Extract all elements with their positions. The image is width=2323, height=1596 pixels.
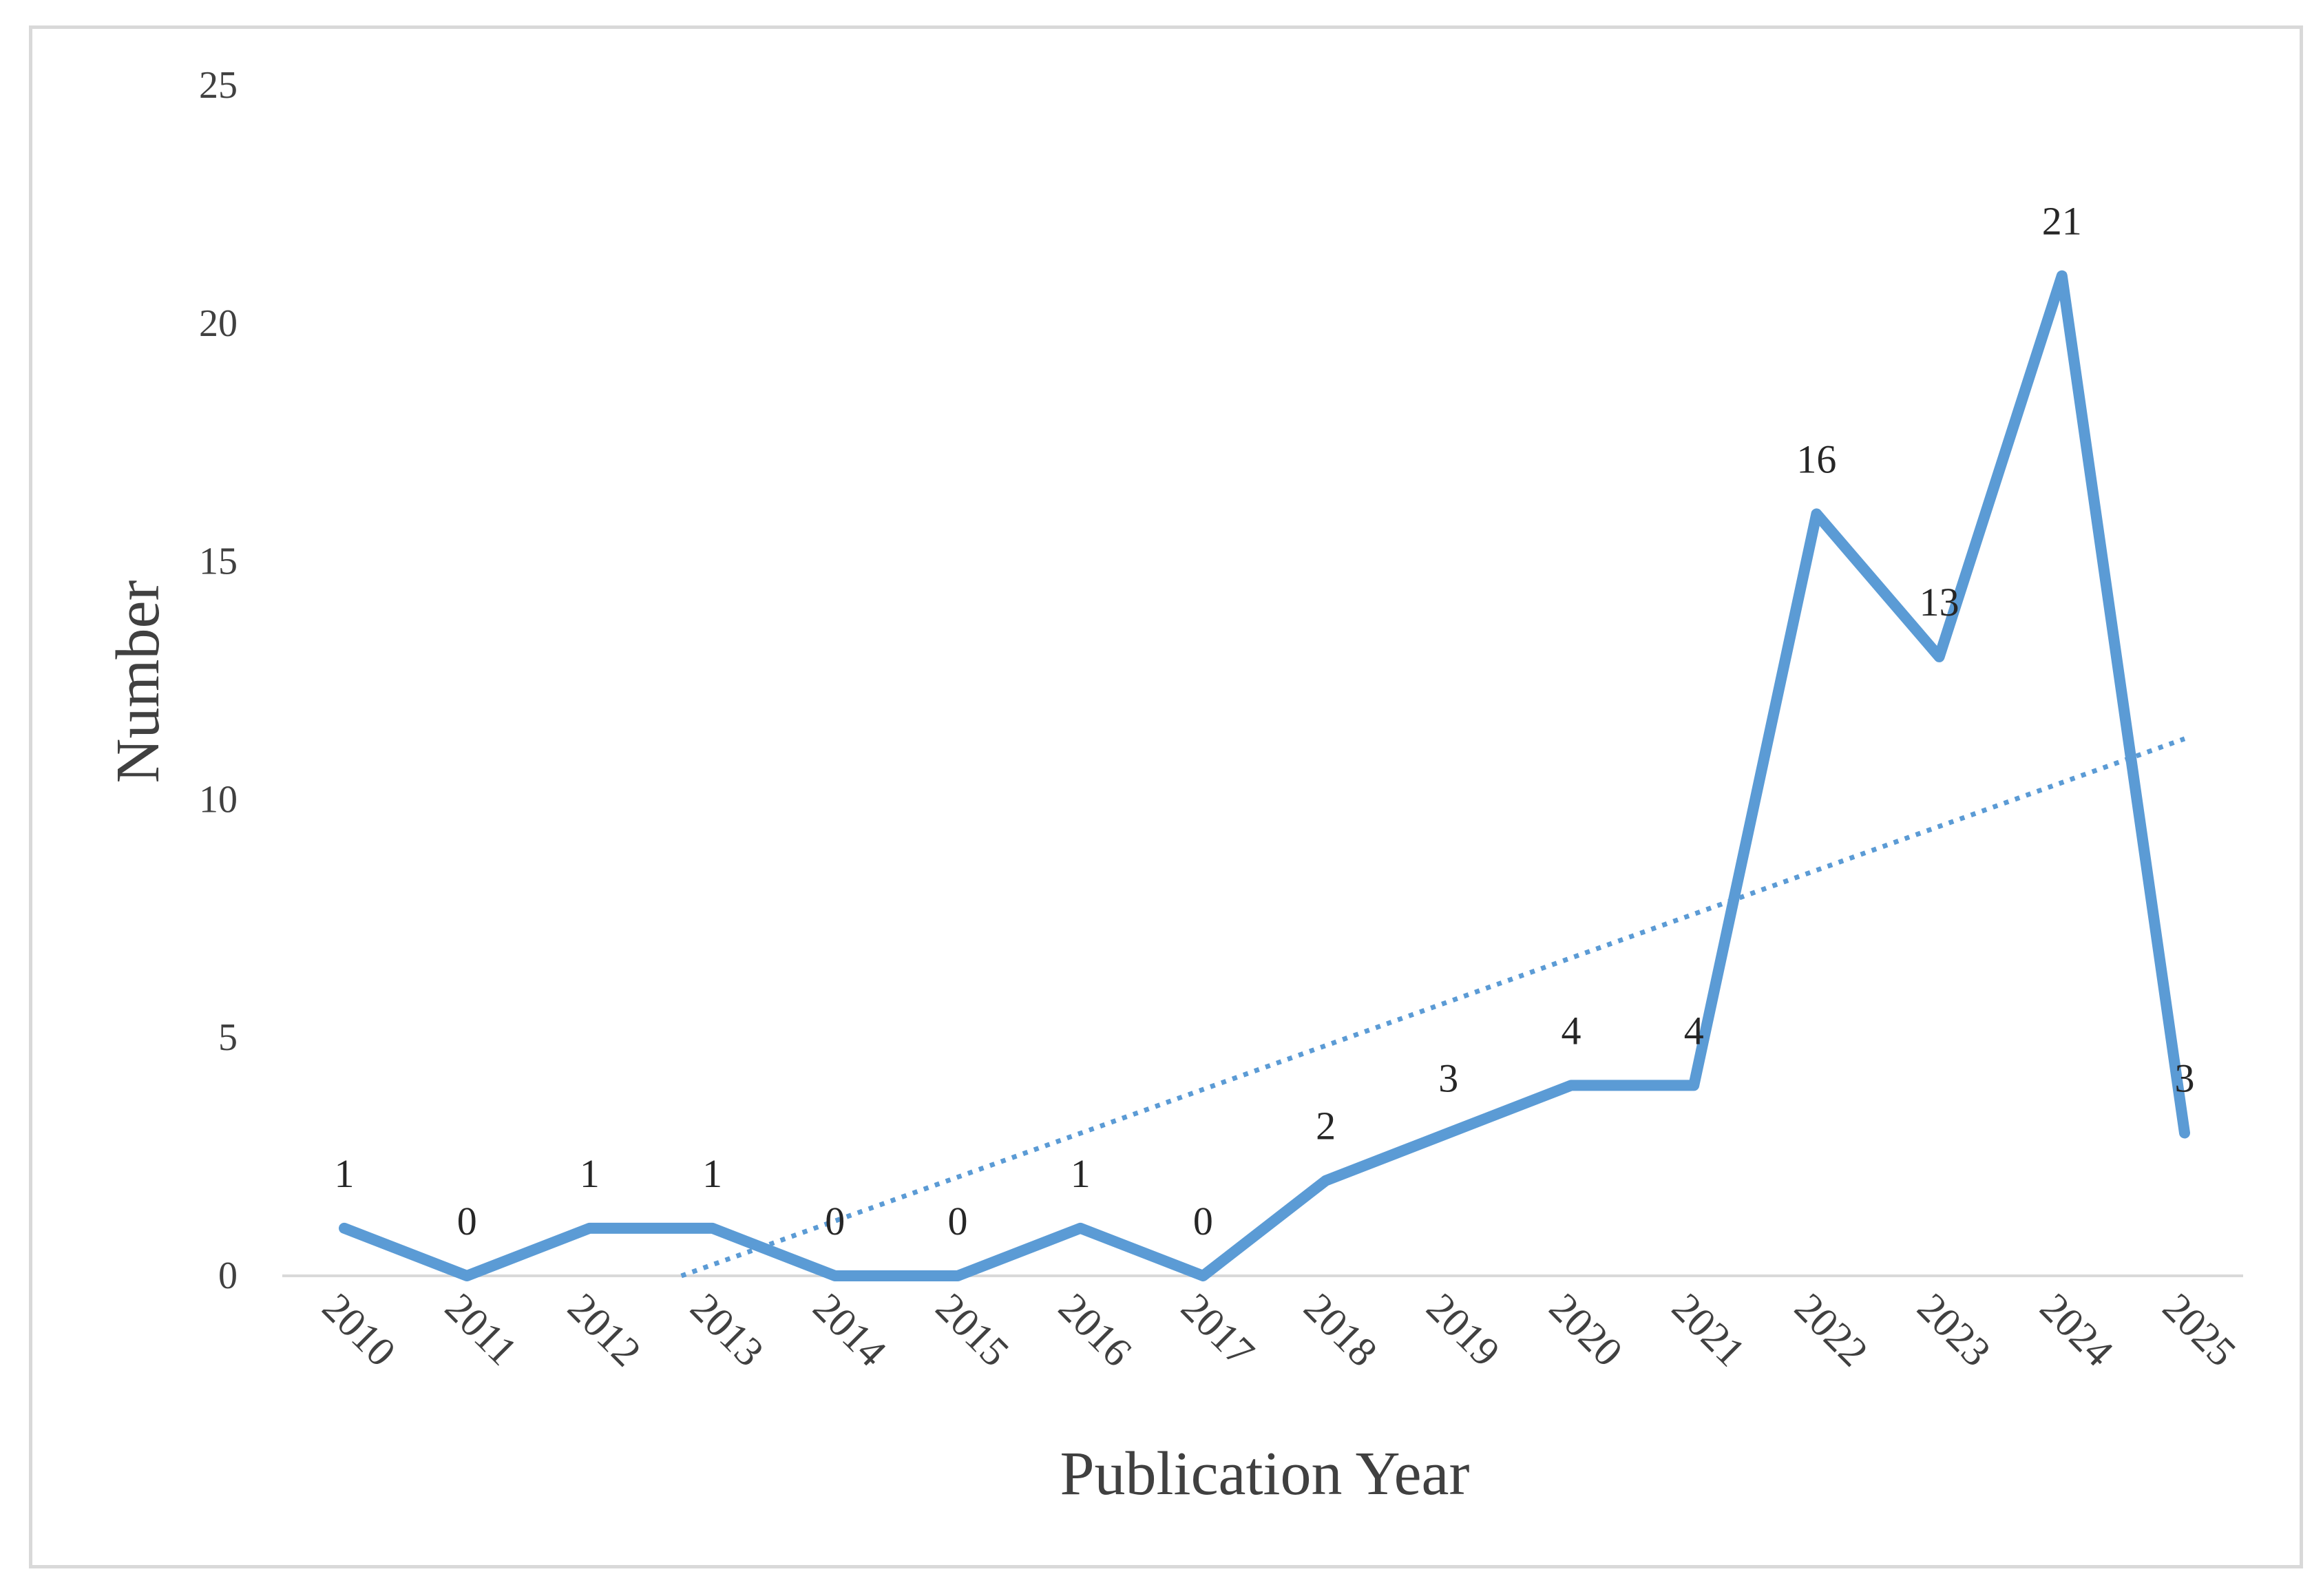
data-point bbox=[711, 1226, 714, 1230]
data-label: 4 bbox=[1562, 1008, 1581, 1053]
x-tick-label: 2019 bbox=[1418, 1285, 1509, 1376]
x-tick-label: 2020 bbox=[1541, 1285, 1632, 1376]
data-point bbox=[1815, 512, 1818, 516]
y-tick-label: 15 bbox=[199, 540, 238, 583]
y-axis-ticks: 0 5 10 15 20 25 bbox=[199, 64, 238, 1297]
data-label: 16 bbox=[1796, 437, 1836, 481]
x-tick-label: 2013 bbox=[682, 1285, 772, 1376]
x-tick-label: 2017 bbox=[1173, 1285, 1263, 1376]
x-tick-label: 2016 bbox=[1050, 1285, 1141, 1376]
x-tick-label: 2018 bbox=[1295, 1285, 1386, 1376]
trendline bbox=[680, 736, 2186, 1279]
data-point bbox=[833, 1274, 837, 1277]
data-point bbox=[956, 1274, 959, 1277]
data-label: 0 bbox=[1193, 1199, 1213, 1243]
data-labels-group: 1 0 1 1 0 0 1 0 2 3 4 4 16 13 21 3 bbox=[335, 199, 2195, 1243]
x-tick-label: 2011 bbox=[437, 1285, 526, 1374]
x-tick-label: 2022 bbox=[1786, 1285, 1877, 1376]
x-tick-label: 2010 bbox=[314, 1285, 405, 1376]
data-label: 0 bbox=[825, 1199, 845, 1243]
y-tick-label: 5 bbox=[218, 1016, 238, 1059]
data-label: 1 bbox=[1071, 1151, 1091, 1196]
data-point bbox=[1079, 1226, 1082, 1230]
chart-frame bbox=[29, 25, 2303, 1568]
data-point bbox=[2183, 1131, 2186, 1135]
data-point bbox=[1447, 1131, 1450, 1135]
data-label: 2 bbox=[1316, 1104, 1336, 1148]
x-axis-title: Publication Year bbox=[1060, 1440, 1470, 1508]
data-point bbox=[1570, 1084, 1573, 1087]
y-tick-label: 25 bbox=[199, 64, 238, 107]
x-tick-label: 2023 bbox=[1909, 1285, 1999, 1376]
data-point bbox=[588, 1226, 591, 1230]
y-axis-title: Number bbox=[104, 580, 172, 784]
x-tick-label: 2025 bbox=[2154, 1285, 2245, 1376]
series-line bbox=[339, 270, 2190, 1281]
data-point bbox=[2060, 274, 2063, 277]
data-label: 1 bbox=[335, 1151, 355, 1196]
data-point bbox=[343, 1226, 346, 1230]
x-tick-label: 2014 bbox=[805, 1285, 896, 1376]
data-label: 4 bbox=[1684, 1008, 1704, 1053]
series-group bbox=[339, 270, 2190, 1281]
x-tick-label: 2024 bbox=[2032, 1285, 2123, 1376]
data-point bbox=[1201, 1274, 1205, 1277]
data-label: 1 bbox=[702, 1151, 722, 1196]
x-tick-label: 2012 bbox=[559, 1285, 650, 1376]
data-label: 0 bbox=[457, 1199, 477, 1243]
trendline-group bbox=[680, 736, 2186, 1279]
data-label: 1 bbox=[580, 1151, 600, 1196]
data-label: 3 bbox=[1438, 1056, 1458, 1101]
data-point bbox=[465, 1274, 469, 1277]
y-tick-label: 0 bbox=[218, 1254, 238, 1297]
data-point bbox=[1324, 1179, 1327, 1182]
data-label: 0 bbox=[948, 1199, 968, 1243]
data-point bbox=[1937, 655, 1941, 658]
data-label: 3 bbox=[2175, 1056, 2195, 1101]
x-tick-label: 2021 bbox=[1663, 1285, 1754, 1376]
data-point bbox=[1692, 1084, 1696, 1087]
y-tick-label: 20 bbox=[199, 302, 238, 345]
data-label: 21 bbox=[2042, 199, 2082, 244]
y-tick-label: 10 bbox=[199, 778, 238, 821]
x-axis-ticks: 2010 2011 2012 2013 2014 2015 2016 2017 2018 2019… bbox=[314, 1285, 2245, 1376]
data-label: 13 bbox=[1920, 580, 1959, 624]
x-tick-label: 2015 bbox=[927, 1285, 1018, 1376]
